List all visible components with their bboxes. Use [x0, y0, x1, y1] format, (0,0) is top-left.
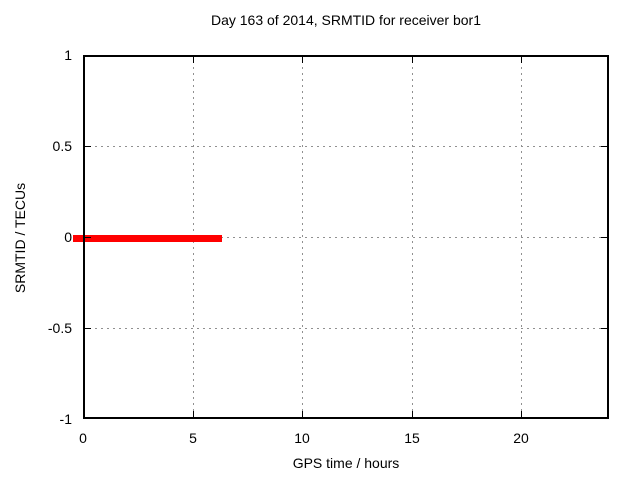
x-tick-label: 20 [513, 430, 529, 446]
x-tick-label: 10 [294, 430, 310, 446]
gridline-y-0 [83, 237, 609, 238]
gridline-x-20 [521, 55, 522, 419]
gridline-y-0.5 [83, 146, 609, 147]
y-tick-label: 0 [64, 229, 72, 245]
y-tick-label: -0.5 [47, 320, 72, 336]
x-tick-mirror [521, 57, 522, 63]
y-tick [85, 237, 91, 238]
x-tick [193, 411, 194, 417]
gridline-y--0.5 [83, 328, 609, 329]
x-tick-label: 15 [404, 430, 420, 446]
series-line-srmtid [73, 235, 222, 242]
x-tick-label: 5 [189, 430, 197, 446]
y-tick-mirror [601, 328, 607, 329]
y-tick-label: 0.5 [52, 138, 72, 154]
x-tick-mirror [302, 57, 303, 63]
x-axis-title: GPS time / hours [292, 455, 400, 471]
x-tick [412, 411, 413, 417]
x-tick-label: 0 [79, 430, 87, 446]
gridline-x-15 [412, 55, 413, 419]
x-tick-mirror [412, 57, 413, 63]
x-tick-mirror [193, 57, 194, 63]
x-tick [302, 411, 303, 417]
y-tick-mirror [601, 146, 607, 147]
y-tick-label: -1 [59, 411, 72, 427]
x-tick [521, 411, 522, 417]
plot-border [83, 55, 609, 419]
y-tick-mirror [601, 237, 607, 238]
y-tick-label: 1 [64, 47, 72, 63]
chart-title: Day 163 of 2014, SRMTID for receiver bor… [210, 12, 481, 28]
y-tick [85, 146, 91, 147]
gridline-x-10 [302, 55, 303, 419]
y-tick [85, 328, 91, 329]
